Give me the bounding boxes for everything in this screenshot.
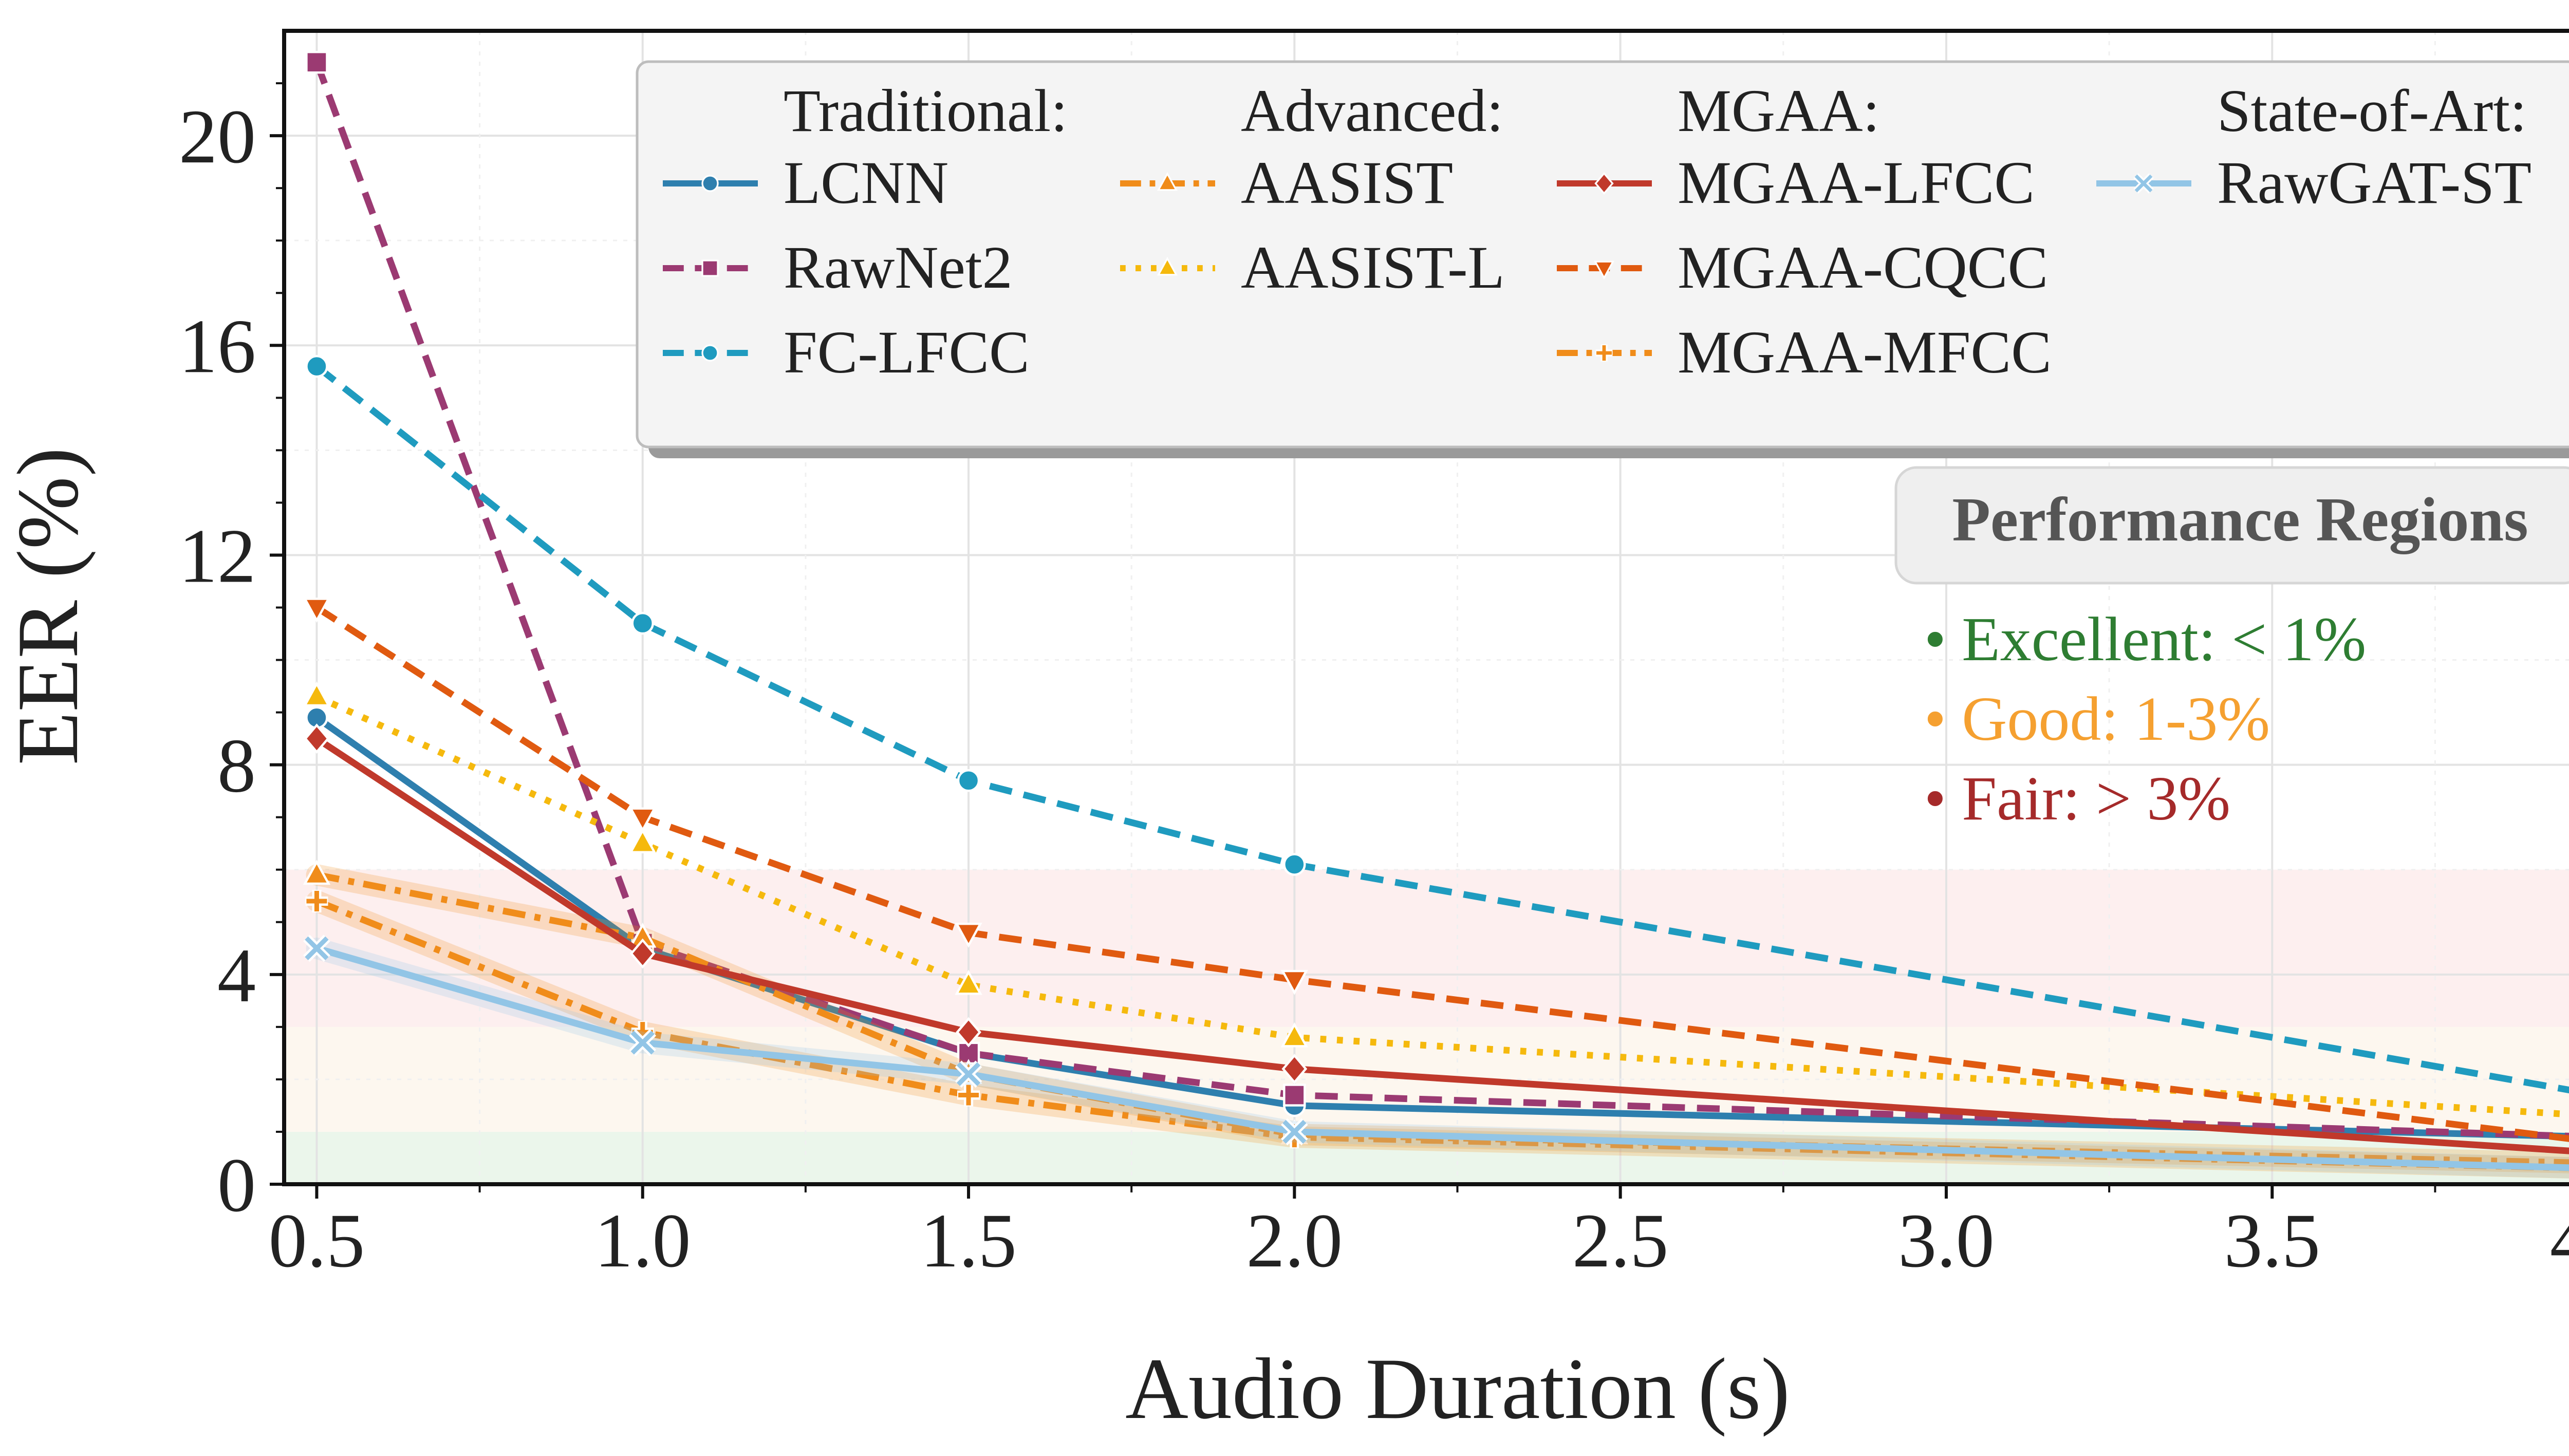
data-point-mgaa-lfcc [304,723,330,754]
data-point-mgaa-cqcc [629,807,657,833]
data-point-mgaa-mfcc [305,889,328,912]
legend-marker-rawgat-st [2133,173,2154,194]
y-axis-label: EER (%) [0,447,96,765]
y-tick-label: 20 [179,94,256,179]
y-tick-label: 4 [217,933,256,1018]
marker-stroke [958,1085,979,1106]
x-tick-label: 2.5 [1572,1198,1669,1283]
marker-stroke [630,1031,655,1055]
data-point-aasist [303,860,331,885]
series-aasist-l [303,681,2569,1118]
marker-stroke [305,936,329,960]
x-tick-label: 4.0 [2550,1198,2569,1283]
x-tick-label: 1.5 [920,1198,1017,1283]
marker-stroke [1596,345,1612,361]
data-point-aasist-l [629,828,657,853]
x-tick-label: 1.0 [594,1198,691,1283]
data-point-mgaa-lfcc [956,1017,981,1048]
legend-marker-fc-lfcc [701,344,719,362]
series-lines [303,51,2569,1179]
series-line-rawnet2 [313,61,2569,1140]
x-tick-label: 3.0 [1898,1198,1995,1283]
legend-label-rawgat-st: RawGAT-ST [2217,149,2531,216]
marker-stroke [2134,174,2153,193]
series-mgaa-lfcc [304,723,2569,1154]
data-point-aasist-l [1280,1022,1309,1048]
data-point-fc-lfcc [1283,853,1306,876]
legend-label-mgaa-mfcc: MGAA-MFCC [1678,319,2052,386]
y-tick-label: 12 [179,513,256,599]
y-tick-label: 0 [217,1143,256,1228]
legend-box [636,60,2569,449]
legend-label-aasist-l: AASIST-L [1241,234,1505,301]
legend-label-mgaa-lfcc: MGAA-LFCC [1678,149,2035,216]
performance-regions-annotation: Performance Regions • Excellent: < 1% • Go… [1894,466,2569,833]
data-point-mgaa-cqcc [1280,969,1309,995]
x-tick-label: 0.5 [269,1198,365,1283]
data-point-mgaa-cqcc [955,922,982,948]
legend-group-title: MGAA: [1678,77,1879,144]
x-axis-label: Audio Duration (s) [1125,1340,1790,1437]
data-point-rawnet2 [1283,1084,1306,1107]
legend-marker-aasist-l [1157,256,1178,276]
data-point-mgaa-lfcc [629,938,656,969]
legend-marker-rawnet2 [701,259,719,277]
x-tick-label: 3.5 [2224,1198,2321,1283]
annotation-item-1: • Good: 1-3% [1924,684,2270,754]
legend-label-aasist: AASIST [1241,149,1453,216]
series-mgaa-cqcc [303,598,2569,1142]
data-point-rawgat-st [629,1029,657,1056]
data-point-fc-lfcc [957,769,980,792]
annotation-item-2: • Fair: > 3% [1924,764,2230,833]
annotation-item-0: • Excellent: < 1% [1924,605,2366,674]
legend-marker-lcnn [701,175,719,192]
y-tick-label: 16 [179,304,256,389]
legend-marker-mgaa-lfcc [1594,172,1614,195]
legend: Traditional:LCNNRawNet2FC-LFCCAdvanced:A… [636,60,2569,458]
data-point-aasist-l [955,969,982,995]
data-point-rawgat-st [303,935,330,962]
axes: 0.5 1.0 1.5 2.0 2.5 3.0 3.5 4.0 0 4 8 12 16 20 [179,29,2569,1283]
legend-marker-mgaa-mfcc [1595,344,1613,362]
data-point-mgaa-cqcc [303,598,331,623]
legend-label-fc-lfcc: FC-LFCC [784,319,1030,386]
series-fc-lfcc [305,354,2569,1094]
legend-marker-aasist [1157,172,1178,191]
data-point-aasist-l [303,681,331,707]
series-rawgat-st [303,935,2569,1179]
legend-group-title: Advanced: [1241,77,1503,144]
data-point-mgaa-lfcc [1281,1054,1308,1084]
marker-stroke [306,890,327,911]
marker-stroke [1282,1119,1307,1144]
data-point-rawnet2 [305,51,328,74]
series-line-aasist-l [315,694,2569,1118]
series-mgaa-mfcc [305,889,2569,1179]
x-tick-label: 2.0 [1246,1198,1343,1283]
legend-marker-mgaa-cqcc [1593,260,1615,280]
data-point-fc-lfcc [631,611,654,635]
data-point-mgaa-mfcc [957,1084,980,1107]
region-band-fair [284,869,2569,1027]
data-point-rawgat-st [1280,1118,1308,1146]
data-point-fc-lfcc [305,354,328,378]
legend-label-rawnet2: RawNet2 [784,234,1013,301]
legend-label-lcnn: LCNN [784,149,948,216]
marker-stroke [956,1062,981,1086]
annotation-title: Performance Regions [1952,485,2528,554]
y-tick-label: 8 [217,723,256,809]
data-point-rawgat-st [955,1060,982,1088]
legend-group-title: State-of-Art: [2217,77,2527,144]
legend-label-mgaa-cqcc: MGAA-CQCC [1678,234,2048,301]
legend-group-title: Traditional: [784,77,1068,144]
annotation-title-box [1894,466,2569,585]
